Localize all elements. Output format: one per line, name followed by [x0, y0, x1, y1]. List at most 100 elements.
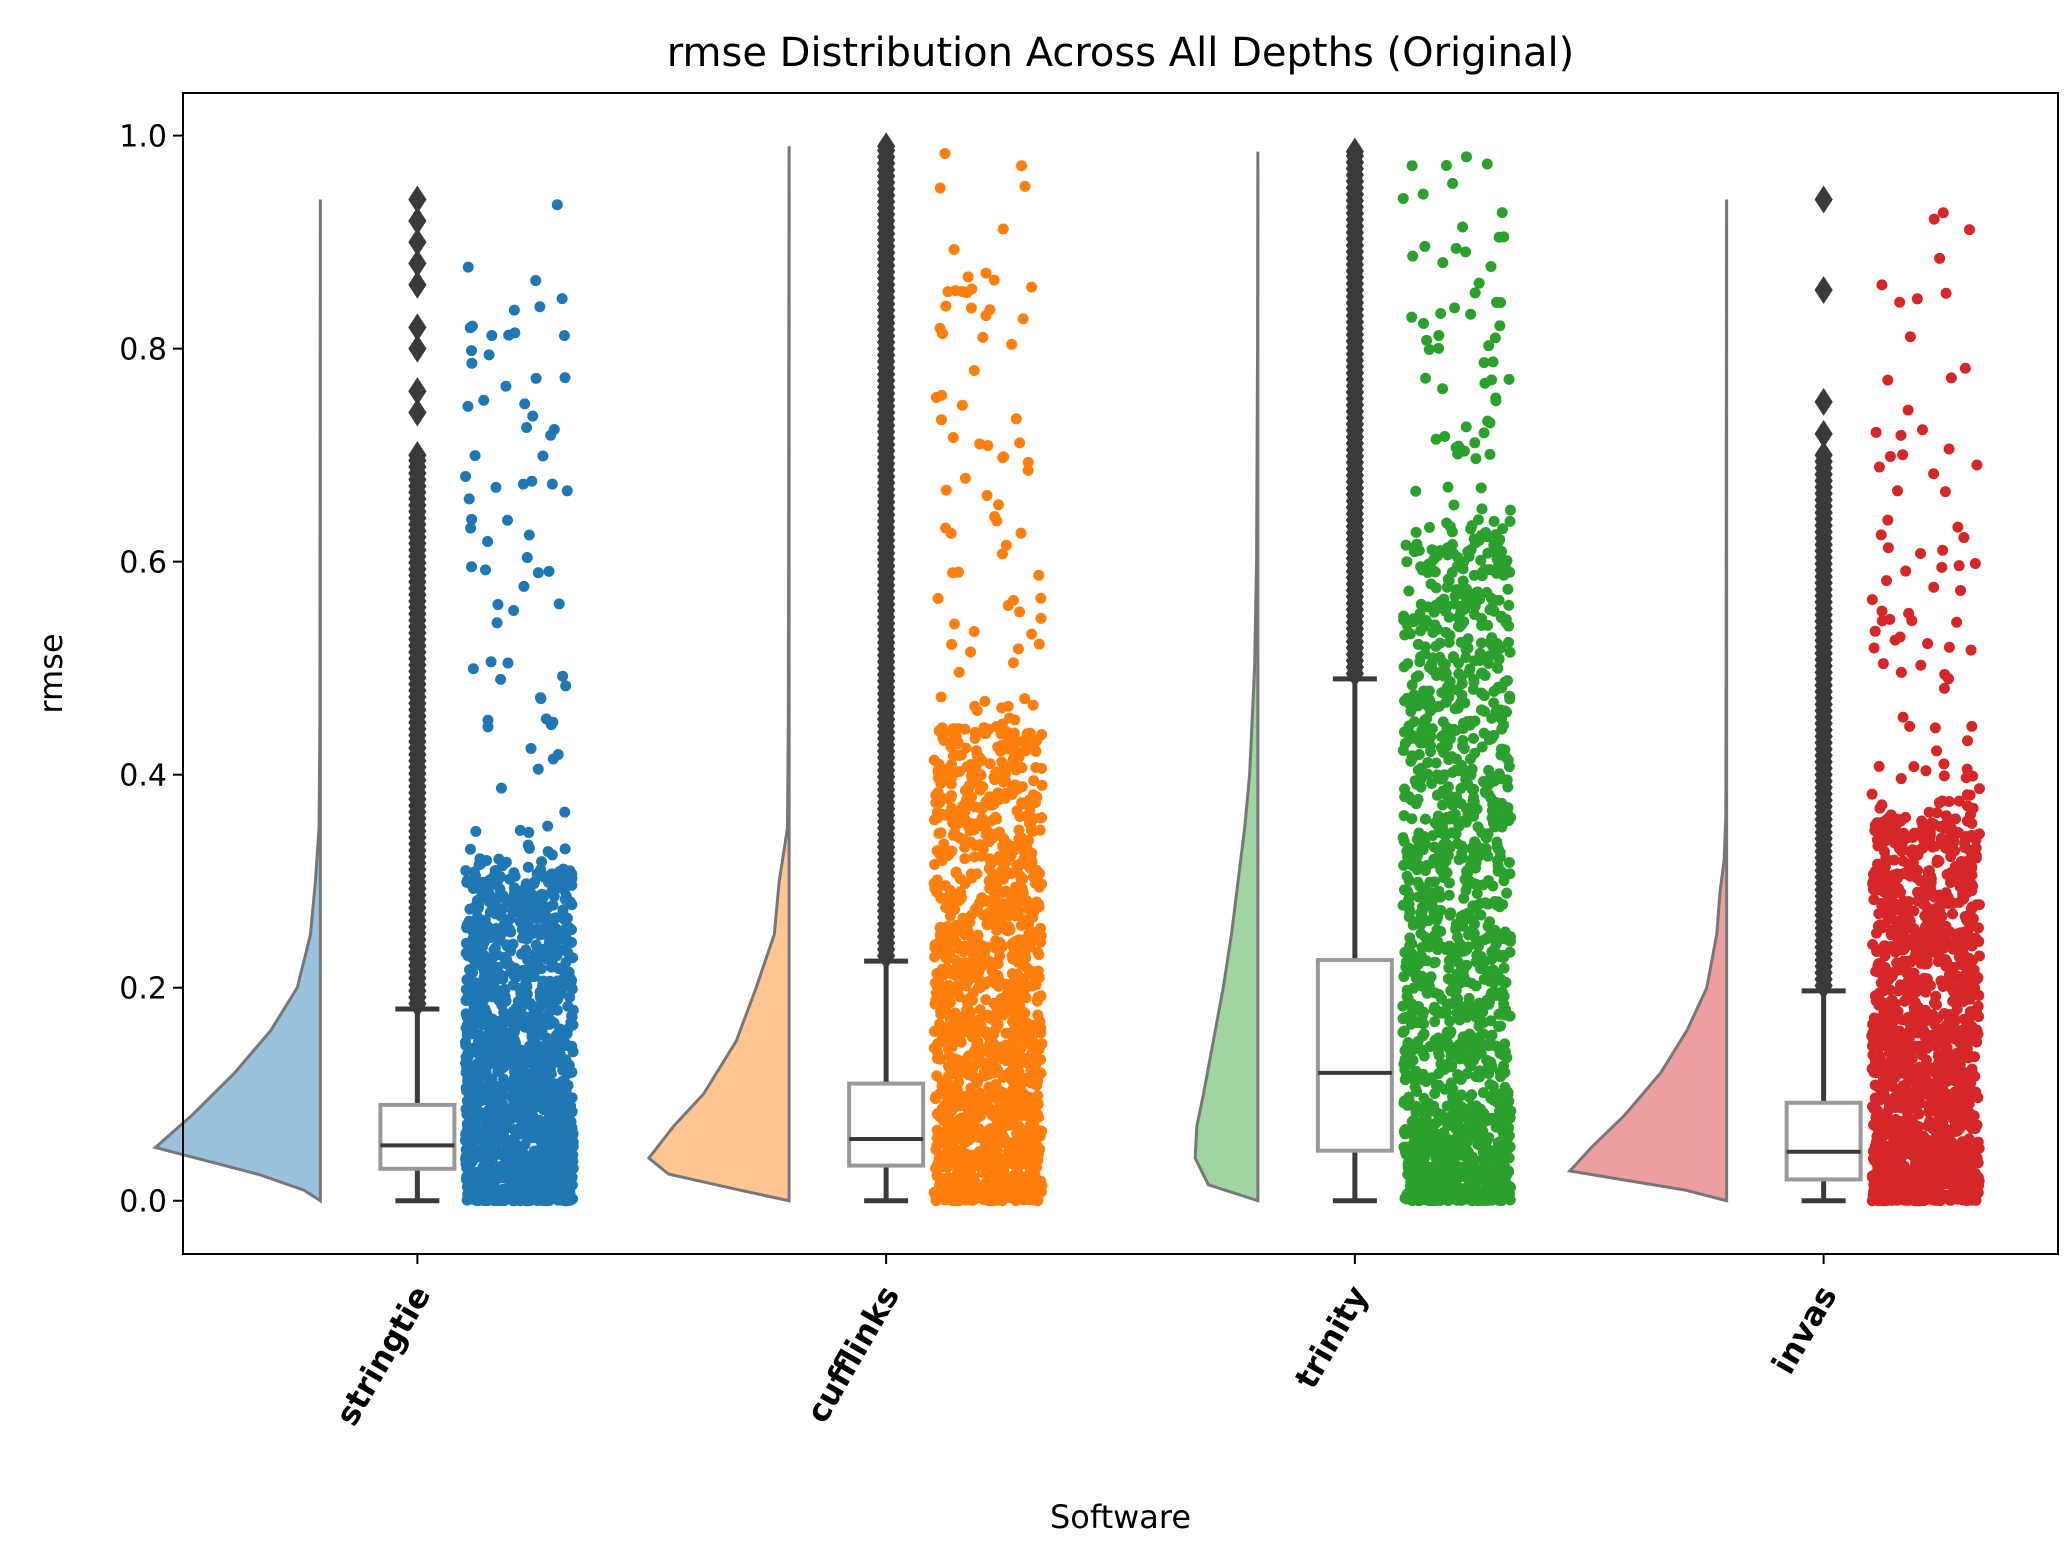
strip-point	[1419, 641, 1431, 653]
strip-point	[1027, 789, 1039, 801]
strip-point	[466, 357, 478, 369]
strip-point	[473, 1009, 485, 1021]
strip-point	[959, 853, 971, 865]
strip-point	[532, 923, 544, 935]
strip-point	[1488, 697, 1500, 709]
strip-point	[534, 903, 546, 915]
strip-point	[930, 391, 942, 403]
strip-point	[1490, 395, 1502, 407]
strip-point	[1479, 563, 1491, 575]
strip-point	[502, 514, 514, 526]
strip-point	[1004, 1146, 1016, 1158]
strip-point	[1470, 453, 1482, 465]
strip-point	[982, 941, 994, 953]
strip-point	[1479, 1153, 1491, 1165]
strip-point	[1460, 151, 1472, 163]
strip-point	[1412, 1117, 1424, 1129]
strip-point	[1430, 582, 1442, 594]
strip-point	[936, 855, 948, 867]
strip-point	[1405, 705, 1417, 717]
strip-point	[980, 267, 992, 279]
strip-point	[994, 826, 1006, 838]
strip-point	[1504, 566, 1516, 578]
strip-point	[508, 1180, 520, 1192]
strip-point	[1477, 1111, 1489, 1123]
strip-point	[1002, 700, 1014, 712]
strip-point	[1009, 1033, 1021, 1045]
strip-point	[982, 913, 994, 925]
outlier-marker	[408, 313, 427, 342]
strip-point	[1006, 1075, 1018, 1087]
strip-point	[1401, 984, 1413, 996]
strip-point	[941, 952, 953, 964]
strip-point	[1447, 178, 1459, 190]
strip-point	[1001, 761, 1013, 773]
strip-point	[1031, 1124, 1043, 1136]
strip-point	[1398, 726, 1410, 738]
strip-point	[518, 580, 530, 592]
strip-point	[460, 865, 472, 877]
strip-point	[964, 1015, 976, 1027]
strip-point	[1016, 958, 1028, 970]
strip-point	[947, 567, 959, 579]
strip-point	[538, 1154, 550, 1166]
strip-point	[1443, 877, 1455, 889]
strip-point	[1405, 1018, 1417, 1030]
strip-point	[1490, 1113, 1502, 1125]
strip-point	[1427, 1177, 1439, 1189]
strip-point	[1474, 1170, 1486, 1182]
strip-point	[959, 472, 971, 484]
strip-point	[492, 1066, 504, 1078]
strip-point	[1457, 717, 1469, 729]
strip-point	[946, 1066, 958, 1078]
strip-point	[948, 767, 960, 779]
strip-point	[522, 861, 534, 873]
strip-point	[931, 1070, 943, 1082]
strip-point	[1460, 816, 1472, 828]
strip-point	[1448, 499, 1460, 511]
strip-point	[968, 364, 980, 376]
strip-point	[1446, 526, 1458, 538]
strip-point	[1503, 620, 1515, 632]
strip-point	[483, 349, 495, 361]
strip-point	[1466, 520, 1478, 532]
strip-point	[1024, 1093, 1036, 1105]
strip-point	[509, 327, 521, 339]
strip-point	[935, 1173, 947, 1185]
strip-point	[481, 855, 493, 867]
strip-point	[1015, 527, 1027, 539]
strip-point	[1491, 296, 1503, 308]
strip-point	[1006, 968, 1018, 980]
strip-point	[931, 1039, 943, 1051]
strip-point	[1501, 887, 1513, 899]
strip-point	[543, 565, 555, 577]
strip-point	[1483, 764, 1495, 776]
strip-point	[1471, 1012, 1483, 1024]
strip-point	[1001, 906, 1013, 918]
strip-point	[1489, 1087, 1501, 1099]
strip-point	[1432, 1140, 1444, 1152]
strip-point	[480, 960, 492, 972]
strip-point	[1495, 610, 1507, 622]
strip-point	[497, 890, 509, 902]
strip-point	[960, 1127, 972, 1139]
strip-point	[490, 481, 502, 493]
strip-point	[1434, 941, 1446, 953]
strip-point	[1443, 954, 1455, 966]
strip-point	[1447, 538, 1459, 550]
strip-point	[1418, 696, 1430, 708]
strip-point	[959, 974, 971, 986]
strip-point	[519, 398, 531, 410]
strip-point	[974, 438, 986, 450]
strip-point	[1011, 1008, 1023, 1020]
strip-point	[1482, 920, 1494, 932]
strip-point	[929, 939, 941, 951]
strip-point	[534, 301, 546, 313]
strip-point	[964, 824, 976, 836]
strip-point	[503, 1104, 515, 1116]
strip-point	[1430, 929, 1442, 941]
strip-point	[507, 1006, 519, 1018]
strip-point	[478, 394, 490, 406]
violin-trinity	[1193, 151, 1260, 1203]
strip-point	[1403, 585, 1415, 597]
